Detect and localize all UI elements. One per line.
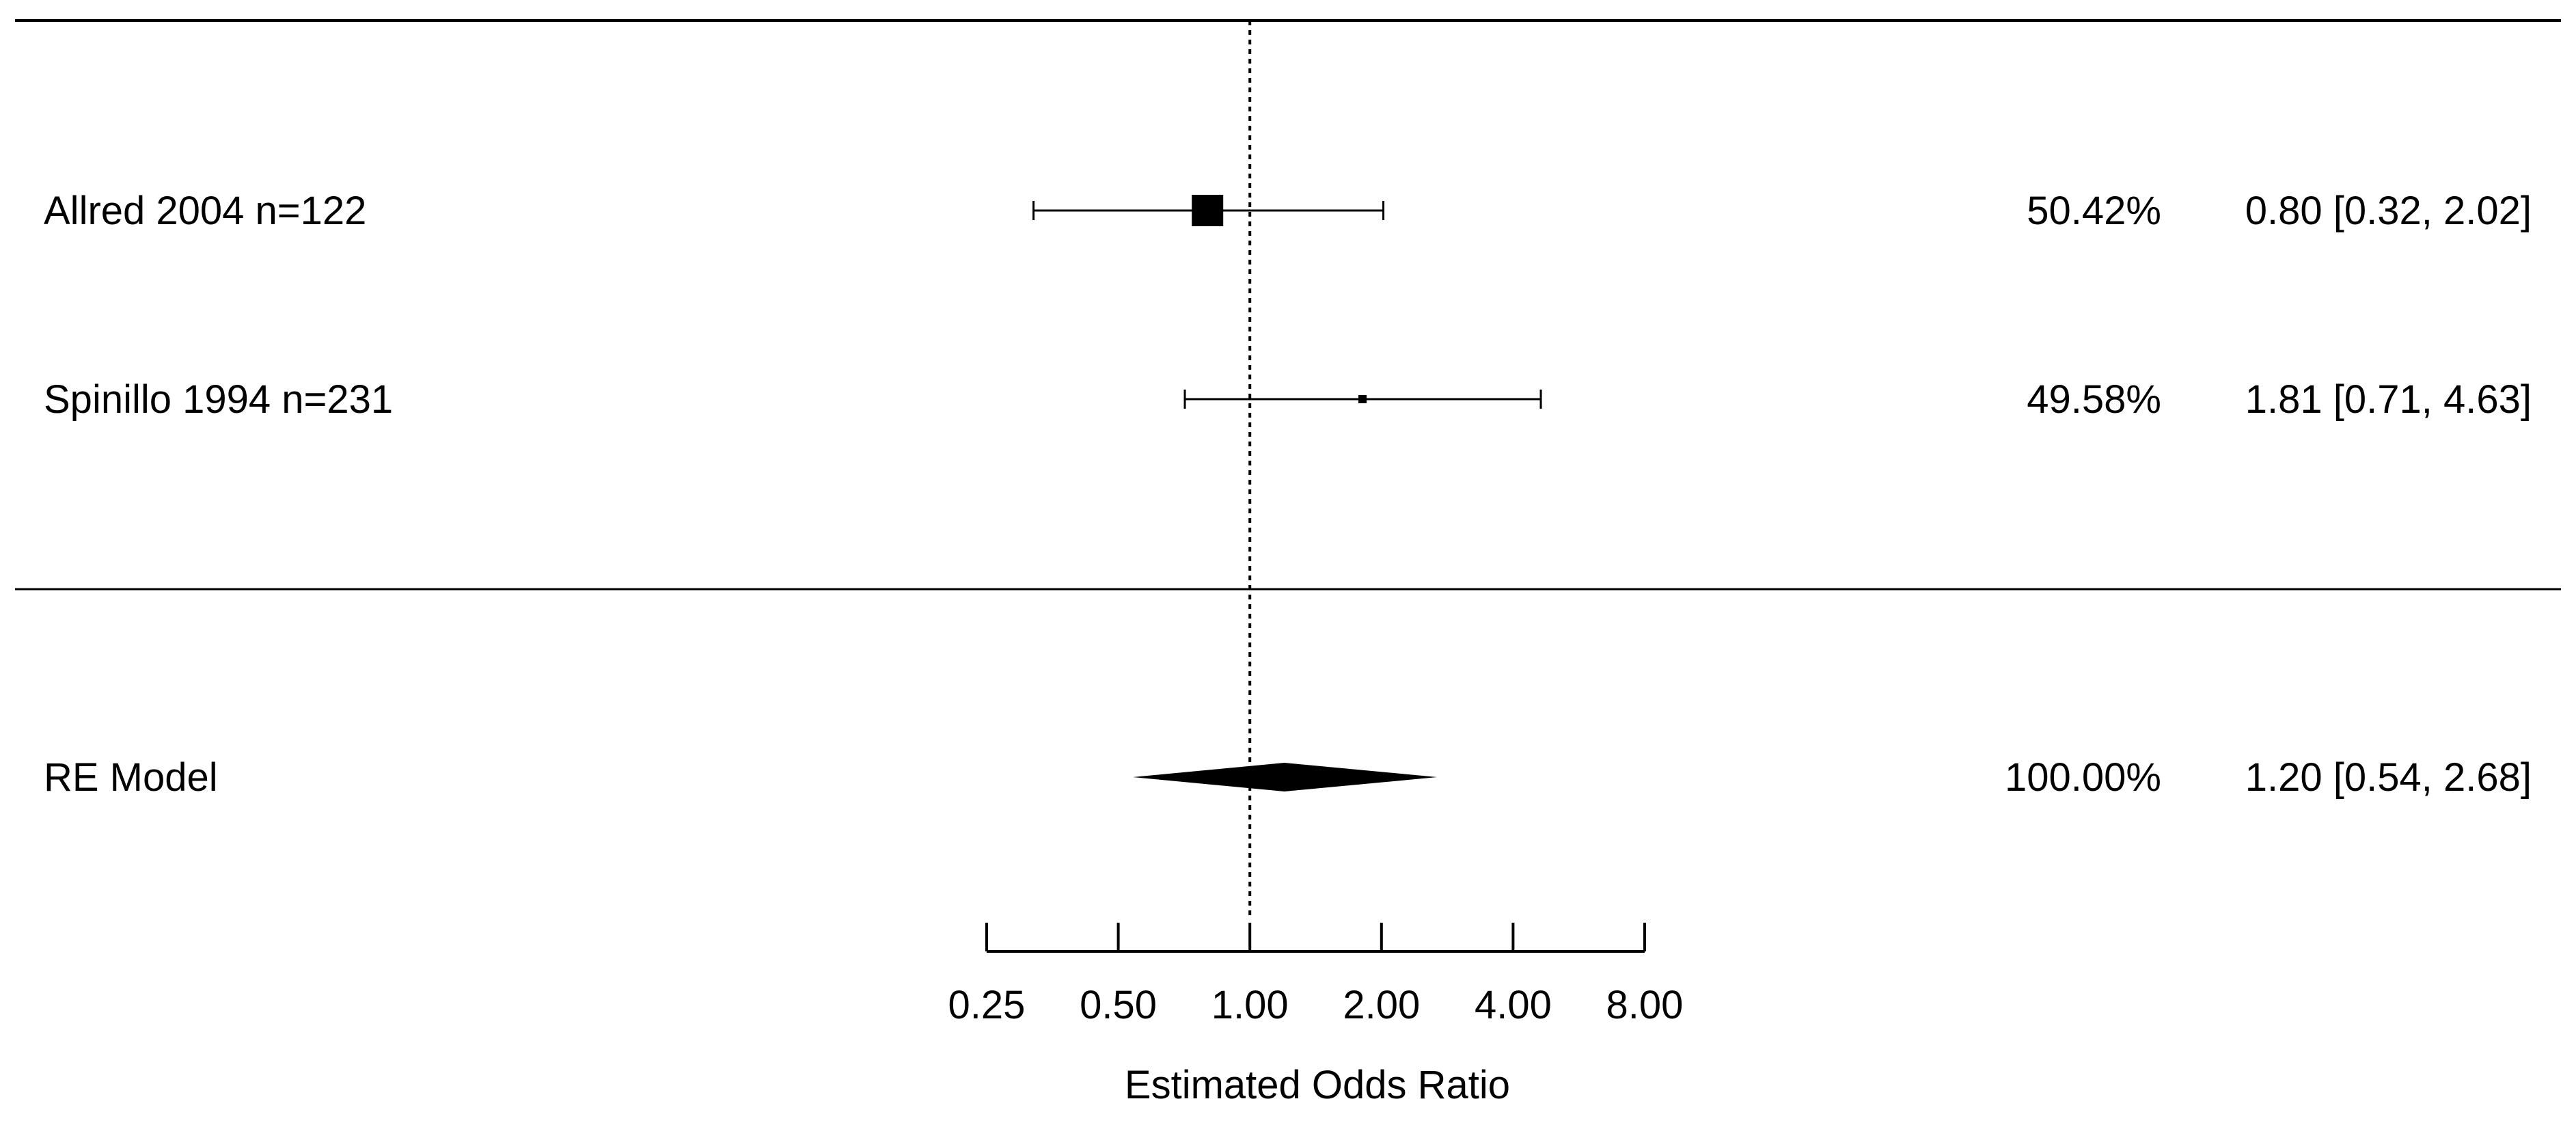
summary-label: RE Model (44, 755, 218, 800)
study-estimate-ci: 0.80 [0.32, 2.02] (2245, 189, 2532, 233)
point-estimate-marker (1192, 195, 1224, 226)
summary-row: RE Model 100.00% 1.20 [0.54, 2.68] (44, 755, 2532, 800)
x-axis: 0.25 0.50 1.00 2.00 4.00 8.00 Estimated Odds … (948, 923, 1684, 1107)
study-estimate-ci: 1.81 [0.71, 4.63] (2245, 377, 2532, 422)
summary-weight: 100.00% (2005, 755, 2161, 800)
study-rows: Allred 2004 n=122 50.42% 0.80 [0.32, 2.02]… (44, 189, 2532, 422)
study-row: Allred 2004 n=122 50.42% 0.80 [0.32, 2.02] (44, 189, 2532, 233)
x-tick-label: 8.00 (1606, 983, 1684, 1027)
summary-diamond (1132, 763, 1438, 791)
x-tick-label: 2.00 (1343, 983, 1420, 1027)
study-weight: 50.42% (2027, 189, 2161, 233)
study-weight: 49.58% (2027, 377, 2161, 422)
x-tick-label: 0.50 (1080, 983, 1157, 1027)
study-label: Spinillo 1994 n=231 (44, 377, 393, 422)
x-tick-label: 1.00 (1211, 983, 1289, 1027)
x-axis-title: Estimated Odds Ratio (1125, 1063, 1510, 1107)
study-label: Allred 2004 n=122 (44, 189, 366, 233)
x-axis-ticks: 0.25 0.50 1.00 2.00 4.00 8.00 (948, 923, 1684, 1027)
study-row: Spinillo 1994 n=231 49.58% 1.81 [0.71, 4.6… (44, 377, 2532, 422)
summary-estimate-ci: 1.20 [0.54, 2.68] (2245, 755, 2532, 800)
x-tick-label: 4.00 (1475, 983, 1552, 1027)
x-tick-label: 0.25 (948, 983, 1026, 1027)
point-estimate-marker (1358, 395, 1367, 403)
